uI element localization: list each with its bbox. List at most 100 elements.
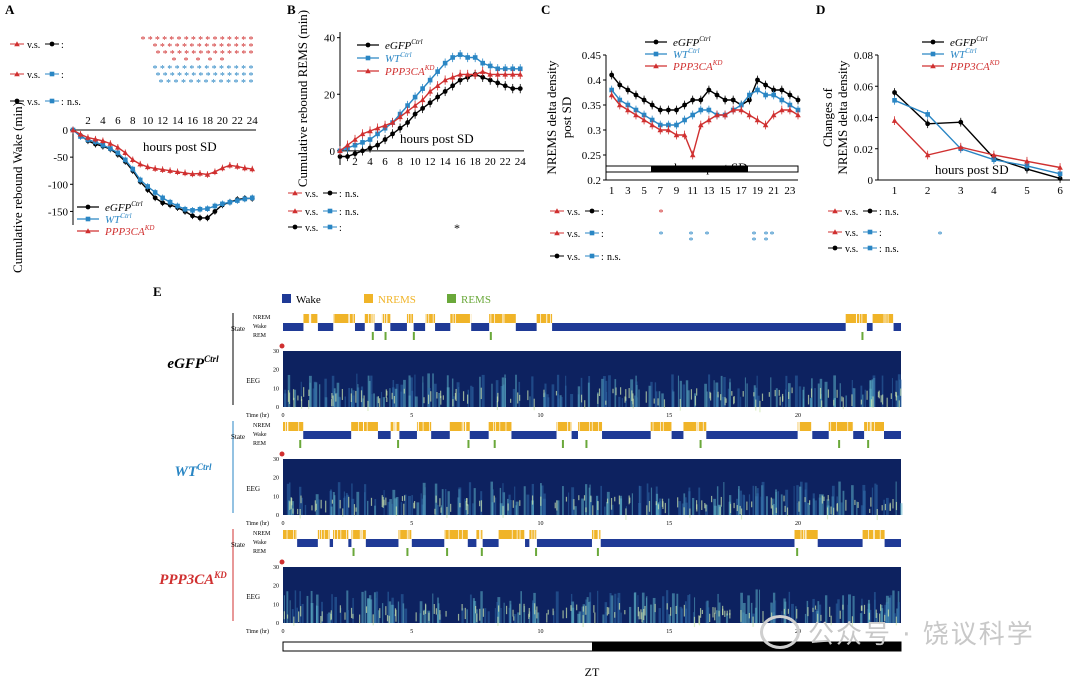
stats-colon: :: [339, 223, 342, 234]
data-point-eGFP: [502, 83, 508, 89]
eeg-band: [848, 594, 851, 623]
data-point-PPP3CA: [657, 127, 664, 133]
stats-colon: :: [879, 244, 882, 255]
data-point-PPP3CA: [182, 170, 188, 176]
eeg-band: [888, 597, 891, 623]
eeg-band: [785, 489, 789, 515]
data-point-PPP3CA: [649, 122, 655, 128]
stats-marker-WT: [867, 245, 873, 251]
rem-episode: [412, 332, 415, 340]
eeg-power: [457, 613, 460, 621]
legend-label-rems: REMS: [461, 294, 491, 306]
significance-star: *: [219, 42, 224, 53]
eeg-power: [709, 392, 712, 401]
eeg-band: [692, 612, 695, 623]
sleep-gap: [390, 431, 400, 439]
eeg-band: [777, 491, 779, 515]
data-point-WT: [472, 55, 478, 60]
eeg-band: [720, 375, 723, 407]
eeg-band: [722, 396, 725, 407]
eeg-band: [581, 606, 584, 623]
x-tick-label: 21: [768, 185, 779, 197]
eeg-band: [859, 613, 863, 623]
eeg-band: [356, 373, 358, 407]
eeg-band: [886, 603, 889, 623]
eeg-power: [584, 400, 586, 409]
eeg-power: [809, 500, 811, 505]
significance-star: *: [241, 64, 246, 75]
data-point-eGFP: [706, 87, 712, 93]
eeg-band: [461, 608, 464, 623]
eeg-band: [819, 494, 821, 515]
x-tick-label: 14: [440, 156, 452, 168]
nrem-break: [362, 530, 363, 539]
data-point-eGFP: [160, 200, 166, 206]
data-point-eGFP: [1057, 176, 1063, 181]
nrem-break: [334, 530, 335, 539]
eeg-power: [870, 497, 872, 507]
nrem-break: [465, 422, 467, 431]
eeg-power: [783, 608, 785, 615]
eeg-band: [716, 385, 718, 407]
eeg-band: [531, 600, 535, 623]
nrem-episode: [283, 530, 298, 539]
sleep-gap: [794, 539, 818, 547]
data-point-eGFP: [641, 97, 647, 103]
data-point-eGFP: [442, 89, 448, 94]
data-point-PPP3CA: [249, 166, 256, 172]
eeg-band: [900, 503, 903, 515]
eeg-power: [759, 400, 761, 413]
eeg-band: [833, 375, 836, 407]
nrem-break: [540, 314, 541, 323]
eeg-band: [335, 392, 338, 407]
eeg-power: [391, 392, 393, 400]
eeg-power: [339, 499, 341, 509]
eeg-band: [344, 396, 347, 407]
time-tick: 15: [666, 521, 672, 527]
eeg-power: [752, 616, 754, 627]
eeg-band: [817, 601, 820, 623]
eeg-power: [355, 390, 357, 403]
nrem-break: [870, 422, 872, 431]
stats-colon: :: [879, 228, 882, 239]
stats-marker-PPP3CA: [292, 190, 298, 196]
eeg-power: [300, 606, 302, 617]
rem-episode: [561, 440, 564, 448]
eeg-power: [892, 499, 894, 509]
eeg-band: [357, 384, 359, 407]
eeg-power: [884, 503, 886, 511]
data-point-PPP3CA: [344, 142, 351, 148]
eeg-band: [518, 381, 521, 407]
series-line-WT: [894, 99, 1061, 175]
eeg-band: [456, 382, 460, 407]
legend-sup-WT: Ctrl: [400, 51, 411, 59]
eeg-band: [581, 498, 584, 515]
nrem-break: [470, 314, 471, 323]
y-tick-label: 0: [63, 125, 69, 137]
eeg-power: [610, 498, 613, 510]
data-point-eGFP: [480, 74, 486, 80]
eeg-band: [802, 389, 805, 407]
eeg-band: [420, 493, 422, 515]
eeg-band: [291, 501, 294, 515]
significance-star: *: [208, 56, 213, 67]
data-point-eGFP: [633, 92, 639, 98]
stats-colon: :: [879, 207, 882, 218]
series-line-eGFP: [611, 74, 799, 111]
eeg-band: [512, 388, 516, 407]
eeg-power: [496, 400, 499, 411]
eeg-power: [403, 388, 405, 394]
eeg-power: [851, 394, 853, 406]
eeg-power: [403, 495, 406, 501]
eeg-band: [571, 607, 575, 623]
eeg-power: [582, 615, 584, 628]
eeg-band: [547, 397, 550, 407]
eeg-band: [638, 486, 642, 515]
eeg-band: [614, 593, 617, 623]
legend-marker-WT: [653, 51, 659, 57]
significance-star: *: [705, 230, 710, 241]
eeg-band: [649, 604, 653, 623]
eeg-band: [609, 593, 612, 623]
eeg-power: [619, 387, 622, 395]
